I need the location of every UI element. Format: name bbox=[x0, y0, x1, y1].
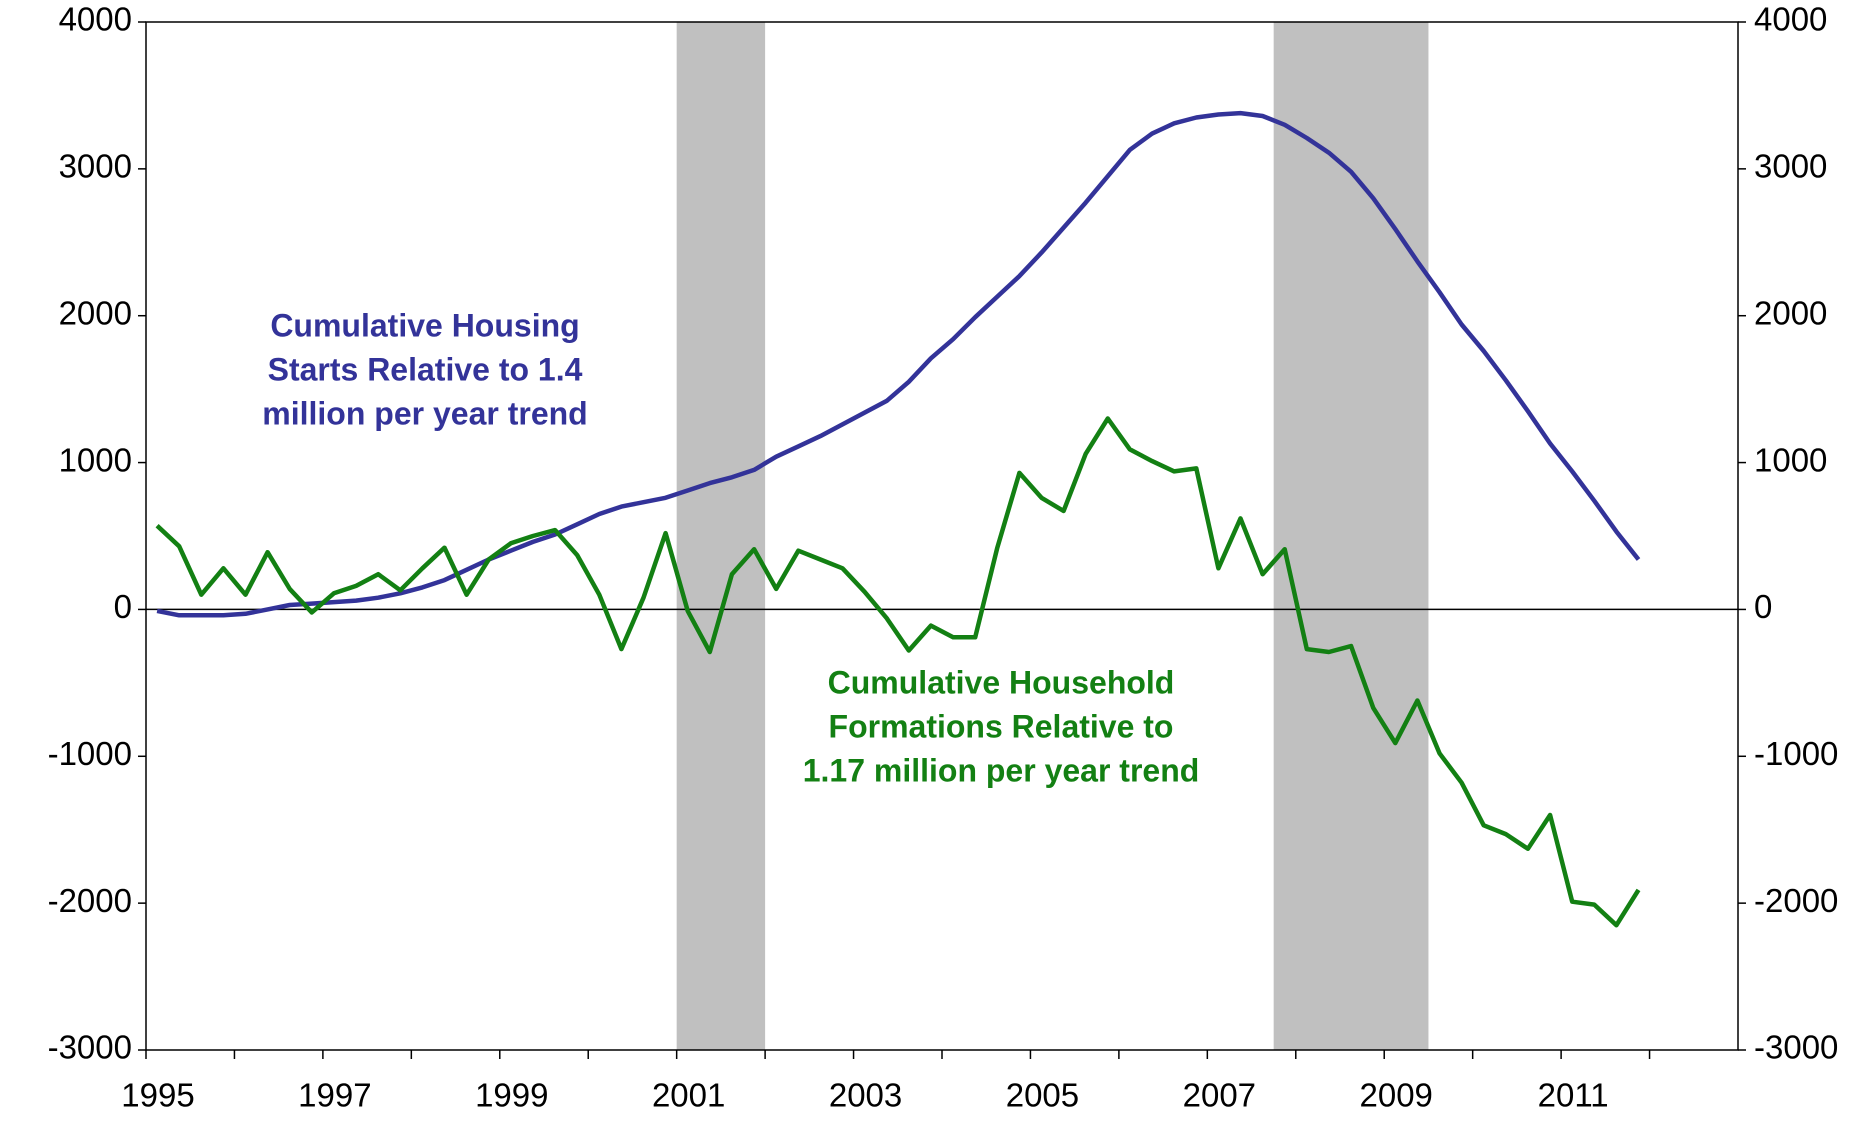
y-tick-label: 1000 bbox=[59, 441, 132, 478]
x-tick-label: 2003 bbox=[829, 1077, 902, 1114]
annotation: Starts Relative to 1.4 bbox=[268, 351, 583, 387]
y2-tick-label: 1000 bbox=[1754, 441, 1827, 478]
y-tick-label: -3000 bbox=[48, 1029, 132, 1066]
annotation: Cumulative Housing bbox=[270, 307, 579, 343]
x-tick-label: 2009 bbox=[1360, 1077, 1433, 1114]
series-line bbox=[156, 110, 1641, 618]
y2-tick-label: 0 bbox=[1754, 588, 1772, 625]
recession-band bbox=[676, 22, 766, 1050]
annotation: Formations Relative to bbox=[829, 708, 1174, 744]
x-tick-label: 2011 bbox=[1538, 1077, 1609, 1114]
y-tick-label: 0 bbox=[114, 588, 132, 625]
y2-tick-label: 2000 bbox=[1754, 294, 1827, 331]
x-tick-label: 1997 bbox=[298, 1077, 371, 1114]
recession-band bbox=[1273, 22, 1429, 1050]
y-tick-label: -2000 bbox=[48, 882, 132, 919]
x-tick-label: 1999 bbox=[475, 1077, 548, 1114]
annotation: 1.17 million per year trend bbox=[803, 752, 1200, 788]
y-tick-label: -1000 bbox=[48, 735, 132, 772]
y-tick-label: 2000 bbox=[59, 294, 132, 331]
annotation: million per year trend bbox=[262, 395, 587, 431]
y2-tick-label: 4000 bbox=[1754, 1, 1827, 38]
x-tick-label: 2005 bbox=[1006, 1077, 1079, 1114]
y-tick-label: 4000 bbox=[59, 1, 132, 38]
series-line bbox=[155, 416, 1641, 928]
y2-tick-label: -1000 bbox=[1754, 735, 1838, 772]
x-tick-label: 1995 bbox=[121, 1077, 194, 1114]
annotation: Cumulative Household bbox=[828, 664, 1175, 700]
x-tick-label: 2007 bbox=[1183, 1077, 1256, 1114]
y-tick-label: 3000 bbox=[59, 148, 132, 185]
y2-tick-label: -3000 bbox=[1754, 1029, 1838, 1066]
x-tick-label: 2001 bbox=[652, 1077, 725, 1114]
y2-tick-label: 3000 bbox=[1754, 148, 1827, 185]
y2-tick-label: -2000 bbox=[1754, 882, 1838, 919]
